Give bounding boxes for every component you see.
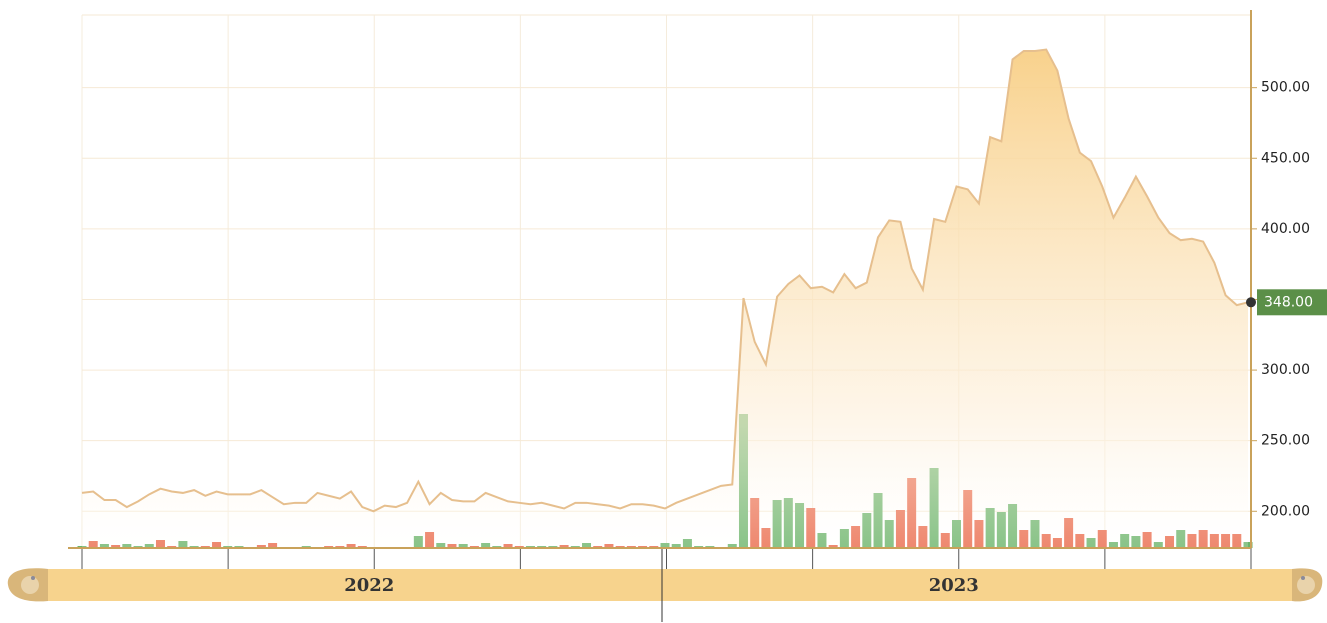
y-tick-label: 250.00 <box>1261 433 1310 449</box>
navigator-handle-right <box>1292 568 1323 602</box>
year-label: 2023 <box>929 575 979 596</box>
y-tick-label: 500.00 <box>1261 80 1310 96</box>
last-label: 348.00 <box>1264 294 1313 310</box>
last-label-box <box>1257 289 1327 316</box>
y-tick-label: 300.00 <box>1261 362 1310 378</box>
y-tick-label: 400.00 <box>1261 221 1310 237</box>
price-line <box>81 48 1249 513</box>
year-label: 2022 <box>344 575 394 596</box>
y-tick-label: 450.00 <box>1261 150 1310 166</box>
price-area <box>82 49 1248 549</box>
navigator-handle-left <box>7 568 48 602</box>
navigator <box>48 569 1292 601</box>
y-tick-label: 200.00 <box>1261 503 1310 519</box>
last-point <box>1246 297 1256 308</box>
